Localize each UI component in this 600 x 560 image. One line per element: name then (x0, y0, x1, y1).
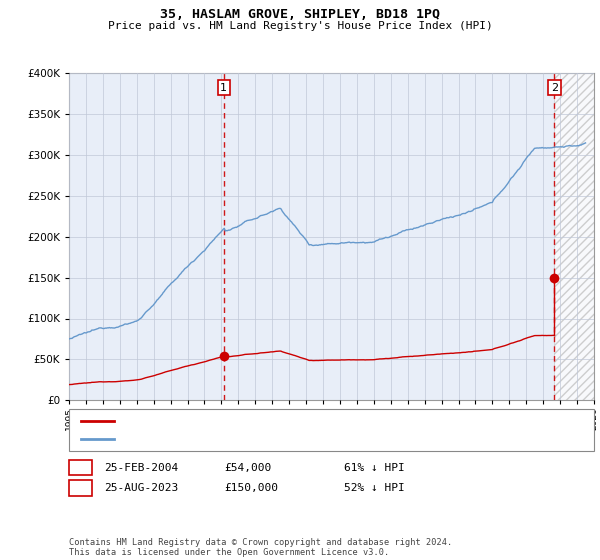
Text: Contains HM Land Registry data © Crown copyright and database right 2024.
This d: Contains HM Land Registry data © Crown c… (69, 538, 452, 557)
Text: £54,000: £54,000 (224, 463, 271, 473)
Text: 52% ↓ HPI: 52% ↓ HPI (344, 483, 404, 493)
Text: HPI: Average price, detached house, Bradford: HPI: Average price, detached house, Brad… (120, 434, 384, 444)
Text: 61% ↓ HPI: 61% ↓ HPI (344, 463, 404, 473)
Text: 25-FEB-2004: 25-FEB-2004 (104, 463, 178, 473)
Text: £150,000: £150,000 (224, 483, 278, 493)
Text: 25-AUG-2023: 25-AUG-2023 (104, 483, 178, 493)
Text: 2: 2 (551, 83, 558, 92)
Polygon shape (554, 73, 594, 400)
Text: 1: 1 (220, 83, 227, 92)
Text: 1: 1 (77, 463, 84, 473)
Text: 2: 2 (77, 483, 84, 493)
Text: 35, HASLAM GROVE, SHIPLEY, BD18 1PQ: 35, HASLAM GROVE, SHIPLEY, BD18 1PQ (160, 8, 440, 21)
Text: 35, HASLAM GROVE, SHIPLEY, BD18 1PQ (detached house): 35, HASLAM GROVE, SHIPLEY, BD18 1PQ (det… (120, 416, 432, 426)
Text: Price paid vs. HM Land Registry's House Price Index (HPI): Price paid vs. HM Land Registry's House … (107, 21, 493, 31)
